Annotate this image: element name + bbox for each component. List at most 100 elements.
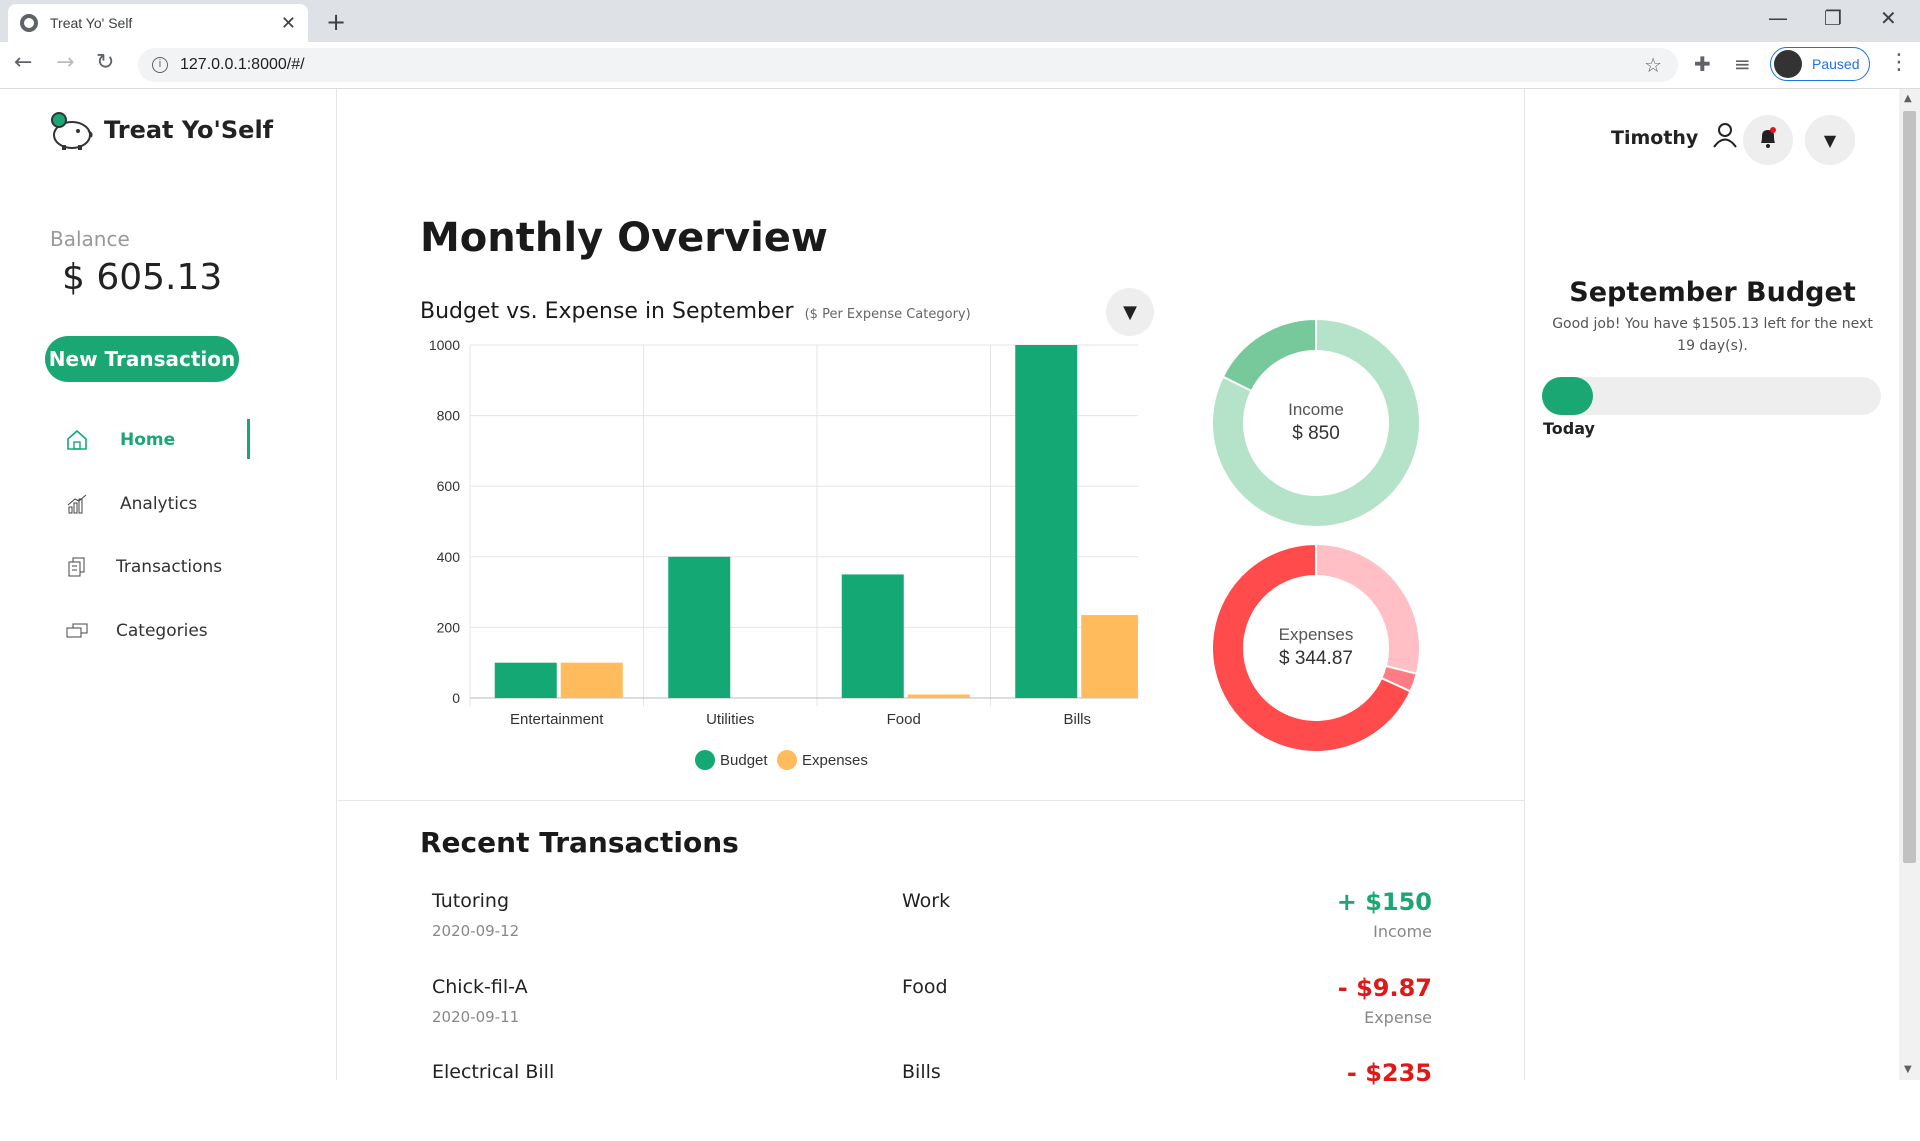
recent-transactions-title: Recent Transactions [420, 826, 739, 859]
donut-value: $ 850 [1292, 423, 1340, 444]
balance-label: Balance [50, 227, 130, 251]
legend-swatch [695, 750, 715, 770]
avatar [1774, 50, 1802, 78]
close-tab-icon[interactable]: ✕ [280, 12, 296, 34]
sidebar-item-label: Categories [116, 621, 208, 641]
page-scrollbar[interactable]: ▲ ▼ [1899, 89, 1920, 1080]
chart-title-text: Budget vs. Expense in September [420, 299, 794, 324]
sidebar-item-analytics[interactable]: Analytics [64, 492, 197, 516]
minimize-icon[interactable]: — [1768, 6, 1788, 30]
legend-swatch [777, 750, 797, 770]
x-tick-label: Bills [1063, 711, 1091, 728]
y-tick-label: 400 [437, 549, 461, 565]
y-tick-label: 1000 [429, 337, 460, 353]
profile-button[interactable]: Paused [1770, 47, 1870, 81]
income-donut-chart: Income $ 850 [1211, 317, 1421, 528]
budget-progress-fill [1542, 377, 1593, 415]
sidebar-item-transactions[interactable]: Transactions [64, 555, 222, 579]
expenses-donut-chart: Expenses $ 344.87 [1211, 542, 1421, 753]
section-divider [338, 800, 1524, 801]
x-tick-label: Food [887, 711, 921, 728]
app: Treat Yo'Self Balance $ 605.13 New Trans… [0, 89, 1920, 1087]
y-tick-label: 800 [437, 408, 461, 424]
legend-label: Expenses [802, 752, 868, 769]
transaction-amount: - $235 [1346, 1059, 1432, 1087]
donut-label: Income [1288, 400, 1344, 419]
donut-label: Expenses [1279, 625, 1354, 644]
sidebar-item-categories[interactable]: Categories [64, 619, 208, 643]
browser-menu-icon[interactable]: ⋮ [1888, 50, 1910, 75]
tab-title: Treat Yo' Self [50, 15, 133, 31]
balance-value: $ 605.13 [62, 257, 223, 298]
transaction-name: Chick-fil-A [432, 976, 528, 998]
new-transaction-button[interactable]: New Transaction [45, 336, 239, 382]
close-window-icon[interactable]: ✕ [1880, 6, 1897, 30]
y-tick-label: 600 [437, 478, 461, 494]
transaction-type: Expense [1364, 1008, 1432, 1027]
sidebar-item-label: Transactions [116, 557, 223, 577]
transaction-amount: - $9.87 [1337, 974, 1432, 1002]
transaction-date: 2020-09-12 [432, 922, 520, 940]
scroll-down-icon[interactable]: ▼ [1904, 1064, 1912, 1075]
extensions-icon[interactable]: ✚ [1694, 52, 1711, 76]
transaction-category: Food [902, 976, 948, 998]
chart-subtitle: ($ Per Expense Category) [804, 307, 971, 322]
transaction-row[interactable]: Chick-fil-A 2020-09-11 Food - $9.87 Expe… [432, 974, 1432, 1056]
y-tick-label: 0 [452, 690, 460, 706]
sidebar-item-label: Analytics [120, 494, 198, 514]
page-title: Monthly Overview [420, 215, 828, 261]
media-control-icon[interactable]: ≡ [1734, 52, 1751, 76]
donut-value: $ 344.87 [1279, 648, 1353, 669]
browser-tab[interactable]: Treat Yo' Self ✕ [8, 4, 308, 42]
progress-label: Today [1543, 419, 1595, 438]
bar-budget [841, 574, 904, 698]
scrollbar-thumb[interactable] [1903, 111, 1916, 863]
right-panel: Timothy ▼ September Budget Good job! You… [1524, 89, 1899, 1080]
x-tick-label: Entertainment [510, 711, 604, 728]
reload-icon[interactable]: ↻ [96, 50, 115, 75]
home-icon [64, 428, 90, 452]
y-tick-label: 200 [437, 619, 461, 635]
main-content: Monthly Overview Budget vs. Expense in S… [338, 89, 1524, 1087]
user-name: Timothy [1611, 126, 1699, 149]
profile-label: Paused [1812, 56, 1860, 72]
user-menu[interactable]: Timothy [1611, 122, 1738, 153]
transaction-amount: + $150 [1336, 888, 1432, 916]
browser-toolbar: ← → ↻ i 127.0.0.1:8000/#/ ☆ ✚ ≡ Paused ⋮ [0, 42, 1920, 89]
budget-title: September Budget [1569, 277, 1856, 308]
x-tick-label: Utilities [706, 711, 754, 728]
scroll-up-icon[interactable]: ▲ [1904, 93, 1912, 104]
bookmark-star-icon[interactable]: ☆ [1644, 53, 1662, 77]
chevron-down-icon: ▼ [1823, 130, 1837, 150]
bar-expenses [907, 694, 970, 698]
transaction-category: Bills [902, 1061, 941, 1083]
new-tab-icon[interactable]: + [326, 8, 347, 36]
transaction-row[interactable]: Electrical Bill Bills - $235 [432, 1059, 1432, 1141]
piggy-bank-icon [48, 109, 94, 151]
back-icon[interactable]: ← [14, 50, 33, 75]
app-logo[interactable]: Treat Yo'Self [48, 109, 273, 151]
address-bar[interactable]: i 127.0.0.1:8000/#/ ☆ [138, 48, 1678, 82]
app-name: Treat Yo'Self [104, 116, 274, 144]
bar-budget [668, 556, 731, 698]
bar-expenses [560, 662, 623, 698]
analytics-icon [64, 492, 90, 516]
budget-progress-bar [1542, 377, 1881, 415]
chart-dropdown-button[interactable]: ▼ [1106, 288, 1154, 336]
transaction-name: Tutoring [432, 890, 510, 912]
account-dropdown-button[interactable]: ▼ [1805, 115, 1855, 165]
forward-icon[interactable]: → [56, 50, 75, 75]
transaction-row[interactable]: Tutoring 2020-09-12 Work + $150 Income [432, 888, 1432, 970]
bar-expenses [1081, 615, 1138, 698]
donut-slice [1211, 542, 1412, 753]
info-icon[interactable]: i [152, 57, 168, 73]
donut-slice [1211, 317, 1421, 528]
user-icon [1712, 122, 1738, 153]
legend-label: Budget [720, 752, 768, 769]
transaction-category: Work [902, 890, 951, 912]
tab-strip: Treat Yo' Self ✕ + — ❐ ✕ [0, 0, 1920, 42]
restore-icon[interactable]: ❐ [1824, 6, 1842, 30]
globe-icon [20, 14, 38, 32]
sidebar-item-home[interactable]: Home [64, 428, 175, 452]
notifications-button[interactable] [1743, 115, 1793, 165]
